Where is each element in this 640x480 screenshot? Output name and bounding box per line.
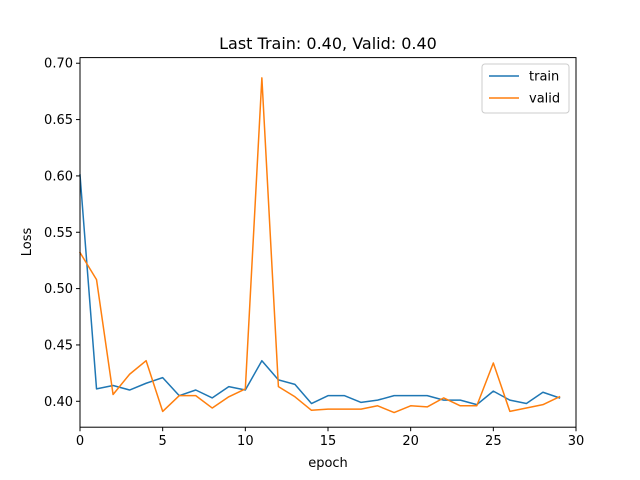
x-tick-label: 10 <box>237 434 254 449</box>
legend-label-valid: valid <box>529 92 560 107</box>
series-line-valid <box>78 77 561 414</box>
legend: train valid <box>481 63 570 114</box>
x-tick-label: 30 <box>568 434 585 449</box>
y-tick-label: 0.60 <box>44 169 73 184</box>
y-axis-label: Loss <box>20 228 35 257</box>
y-tick-label: 0.50 <box>44 282 73 297</box>
y-tick-label: 0.45 <box>44 338 73 353</box>
x-axis: 0 5 10 15 20 25 30 <box>76 427 584 449</box>
y-tick-label: 0.55 <box>44 226 73 241</box>
x-tick-label: 5 <box>159 434 167 449</box>
x-axis-label: epoch <box>308 456 348 471</box>
x-tick-label: 0 <box>76 434 84 449</box>
series-layer <box>78 77 561 414</box>
legend-label-train: train <box>529 70 559 85</box>
y-axis: 0.40 0.45 0.50 0.55 0.60 0.65 0.70 <box>44 57 80 410</box>
series-line-train <box>79 173 561 406</box>
x-tick-label: 25 <box>485 434 502 449</box>
chart-title: Last Train: 0.40, Valid: 0.40 <box>219 34 437 53</box>
x-tick-label: 20 <box>402 434 419 449</box>
x-tick-label: 15 <box>320 434 337 449</box>
y-tick-label: 0.65 <box>44 113 73 128</box>
y-tick-label: 0.70 <box>44 57 73 72</box>
y-tick-label: 0.40 <box>44 395 73 410</box>
